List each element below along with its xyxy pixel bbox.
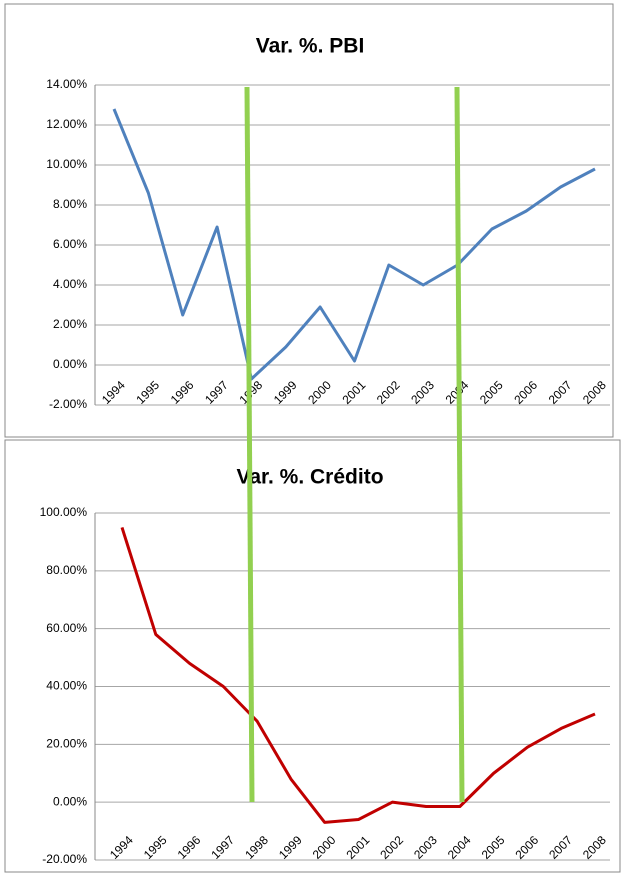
y-tick-label: 4.00% (53, 277, 87, 291)
data-line (112, 108, 596, 381)
y-tick-label: 14.00% (46, 77, 87, 91)
y-tick-label: 0.00% (53, 357, 87, 371)
y-tick-label: 8.00% (53, 197, 87, 211)
highlight-line (244, 86, 255, 803)
y-tick-label: 20.00% (46, 737, 87, 751)
y-tick-label: 60.00% (46, 621, 87, 635)
data-line (120, 527, 596, 824)
y-tick-label: 6.00% (53, 237, 87, 251)
y-tick-label: -2.00% (49, 397, 87, 411)
y-tick-label: 40.00% (46, 679, 87, 693)
chart-title: Var. %. Crédito (236, 466, 383, 489)
chart-frame (4, 439, 621, 873)
chart-title: Var. %. PBI (256, 35, 365, 58)
y-tick-label: 0.00% (53, 794, 87, 808)
chart-frame (4, 3, 614, 438)
y-tick-label: 80.00% (46, 563, 87, 577)
y-tick-label: 12.00% (46, 117, 87, 131)
highlight-line (454, 86, 465, 803)
y-tick-label: 100.00% (40, 505, 88, 519)
y-tick-label: -20.00% (42, 852, 87, 866)
y-tick-label: 10.00% (46, 157, 87, 171)
y-tick-label: 2.00% (53, 317, 87, 331)
